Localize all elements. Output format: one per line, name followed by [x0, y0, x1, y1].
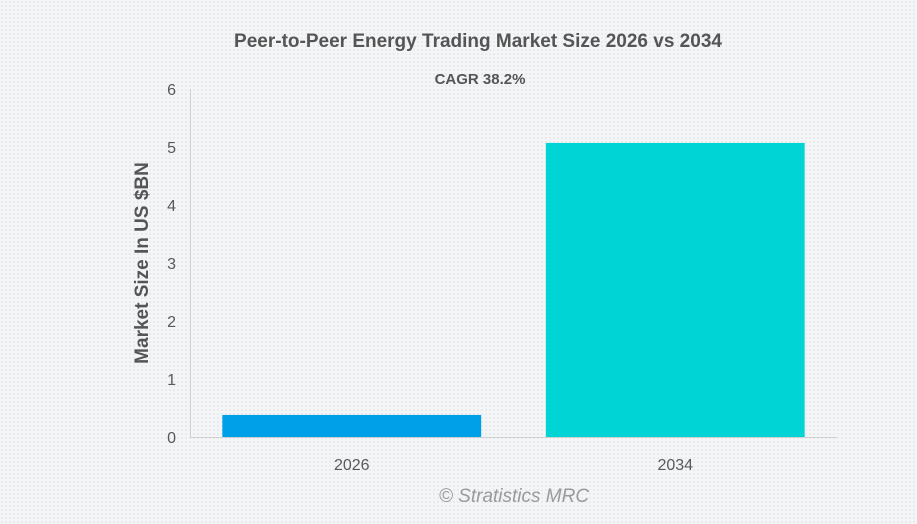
y-axis-label: Market Size In US $BN [132, 162, 153, 364]
chart-subtitle: CAGR 38.2% [435, 71, 526, 88]
y-tick-label: 0 [167, 430, 176, 447]
y-ticks: 0 1 2 3 4 5 6 [167, 82, 176, 447]
y-tick-label: 6 [167, 82, 176, 99]
bars [222, 142, 805, 437]
y-tick-label: 3 [167, 256, 176, 273]
x-tick-label: 2034 [657, 457, 693, 474]
y-tick-label: 1 [167, 372, 176, 389]
x-ticks: 2026 2034 [334, 457, 693, 474]
bar-2034 [545, 142, 805, 437]
chart-title: Peer-to-Peer Energy Trading Market Size … [234, 31, 722, 52]
bar-2026 [222, 414, 482, 437]
y-tick-label: 5 [167, 140, 176, 157]
credit-text: © Stratistics MRC [439, 486, 589, 507]
y-tick-label: 2 [167, 314, 176, 331]
y-tick-label: 4 [167, 198, 176, 215]
x-tick-label: 2026 [334, 457, 370, 474]
